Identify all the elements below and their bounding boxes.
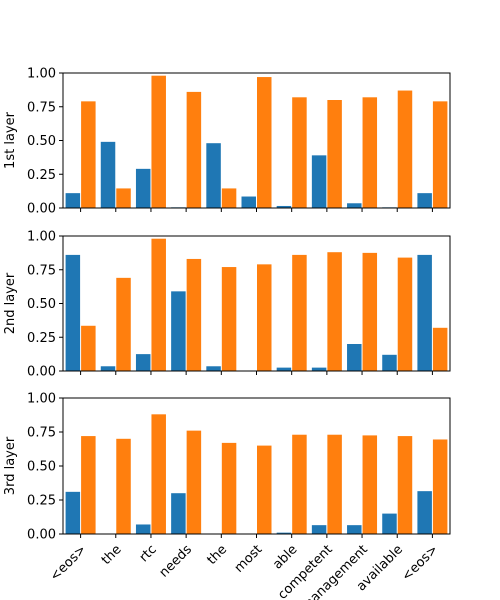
orange-bar (81, 436, 96, 534)
orange-bar (327, 434, 342, 534)
y-tick-label: 0.50 (27, 460, 56, 475)
orange-bar (221, 267, 237, 371)
orange-bar (186, 430, 202, 534)
x-tick-label: the (204, 542, 230, 568)
x-tick-label: able (270, 542, 300, 572)
y-axis-label: 1st layer (3, 111, 18, 169)
y-tick-label: 1.00 (27, 67, 56, 82)
orange-bar (292, 434, 307, 534)
blue-bar (382, 354, 397, 371)
blue-bar (206, 366, 221, 371)
orange-bar (362, 435, 378, 534)
blue-bar (135, 168, 151, 208)
orange-bar (151, 75, 166, 208)
orange-bar (362, 252, 378, 371)
orange-bar (116, 277, 131, 371)
blue-bar (347, 525, 362, 534)
x-tick-label: <eos> (47, 542, 89, 584)
blue-bar (347, 203, 362, 208)
blue-bar (417, 491, 432, 534)
orange-bar (186, 258, 202, 371)
orange-bar (221, 442, 237, 534)
y-tick-label: 0.00 (27, 202, 56, 217)
y-tick-label: 0.50 (27, 134, 56, 149)
orange-bar (116, 188, 131, 208)
blue-bar (311, 525, 327, 534)
blue-bar (311, 155, 327, 208)
y-tick-label: 0.25 (27, 331, 56, 346)
blue-bar (206, 143, 221, 208)
orange-bar (362, 97, 378, 208)
orange-bar (257, 445, 272, 534)
blue-bar (100, 141, 116, 208)
plot-frame (62, 397, 451, 535)
y-axis-label: 3rd layer (3, 436, 18, 495)
orange-bar (81, 101, 96, 208)
blue-bar (417, 254, 432, 371)
orange-bar (257, 77, 272, 208)
y-tick-label: 0.00 (27, 528, 56, 543)
blue-bar (65, 254, 81, 371)
blue-bar (241, 196, 256, 208)
orange-bar (151, 414, 166, 534)
orange-bar (292, 254, 307, 371)
blue-bar (382, 513, 397, 534)
y-tick-label: 0.50 (27, 297, 56, 312)
y-tick-label: 1.00 (27, 230, 56, 245)
blue-bar (65, 193, 81, 208)
orange-bar (257, 264, 272, 371)
blue-bar (311, 367, 327, 371)
blue-bar (276, 205, 292, 208)
orange-bar (432, 327, 448, 371)
y-tick-label: 0.25 (27, 494, 56, 509)
orange-bar (151, 238, 166, 371)
blue-bar (347, 344, 362, 371)
blue-bar (417, 193, 432, 208)
blue-bar (171, 493, 186, 534)
blue-bar (276, 367, 292, 371)
orange-bar (327, 252, 342, 371)
blue-bar (171, 291, 186, 371)
y-tick-label: 1.00 (27, 392, 56, 407)
y-axis-label: 2nd layer (3, 272, 18, 334)
y-tick-label: 0.75 (27, 100, 56, 115)
orange-bar (432, 101, 448, 208)
orange-bar (116, 438, 131, 534)
blue-bar (135, 524, 151, 534)
orange-bar (432, 439, 448, 534)
orange-bar (292, 97, 307, 208)
orange-bar (186, 91, 202, 208)
blue-bar (100, 366, 116, 371)
blue-bar (65, 491, 81, 534)
y-tick-label: 0.00 (27, 365, 56, 380)
x-tick-label: rtc (137, 542, 160, 565)
x-tick-label: the (99, 542, 125, 568)
x-tick-label: needs (157, 542, 196, 581)
orange-bar (327, 100, 342, 208)
plot-frame (62, 235, 451, 372)
orange-bar (81, 325, 96, 371)
orange-bar (397, 90, 413, 208)
blue-bar (276, 532, 292, 534)
orange-bar (397, 436, 413, 534)
y-tick-label: 0.75 (27, 426, 56, 441)
orange-bar (397, 257, 413, 371)
blue-bar (135, 354, 151, 371)
x-tick-label: <eos> (399, 542, 441, 584)
y-tick-label: 0.25 (27, 168, 56, 183)
plot-frame (62, 72, 451, 209)
orange-bar (221, 188, 237, 208)
y-tick-label: 0.75 (27, 263, 56, 278)
x-tick-label: most (232, 542, 266, 576)
